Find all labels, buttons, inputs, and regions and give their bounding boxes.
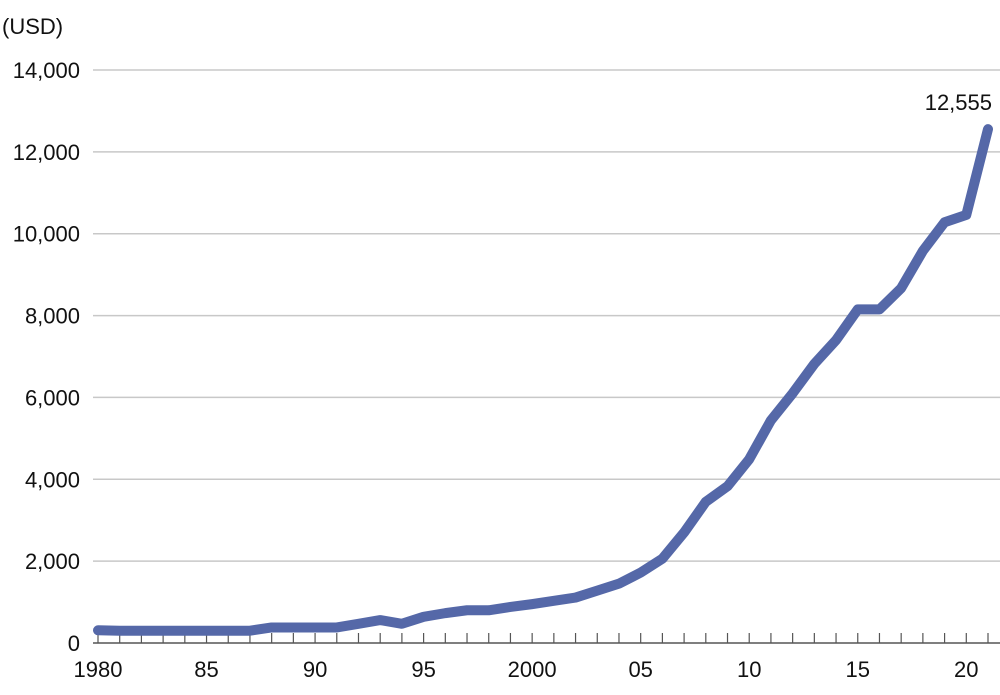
x-tick-label: 95: [411, 657, 435, 682]
x-tick-label: 20: [954, 657, 978, 682]
x-axis-tick-labels: 1980 85 90 95 2000 05 10 15 20: [74, 657, 979, 682]
x-tick-label: 1980: [74, 657, 123, 682]
gridlines: [93, 69, 1000, 562]
x-tick-label: 2000: [508, 657, 557, 682]
x-tick-label: 85: [194, 657, 218, 682]
y-tick-label: 8,000: [25, 304, 80, 329]
y-tick-label: 2,000: [25, 549, 80, 574]
y-unit-label: (USD): [2, 14, 63, 39]
x-tick-label: 05: [628, 657, 652, 682]
series-layer: [93, 124, 993, 636]
y-tick-label: 14,000: [13, 58, 80, 83]
y-tick-label: 0: [68, 631, 80, 656]
y-tick-label: 12,000: [13, 140, 80, 165]
series-line: [93, 124, 993, 636]
y-tick-label: 6,000: [25, 385, 80, 410]
y-tick-label: 4,000: [25, 467, 80, 492]
y-tick-label: 10,000: [13, 222, 80, 247]
end-value-label: 12,555: [925, 90, 992, 115]
x-tick-label: 10: [737, 657, 761, 682]
x-tick-label: 90: [303, 657, 327, 682]
y-axis-tick-labels: 0 2,000 4,000 6,000 8,000 10,000 12,000 14,000: [13, 58, 80, 656]
x-tick-label: 15: [846, 657, 870, 682]
